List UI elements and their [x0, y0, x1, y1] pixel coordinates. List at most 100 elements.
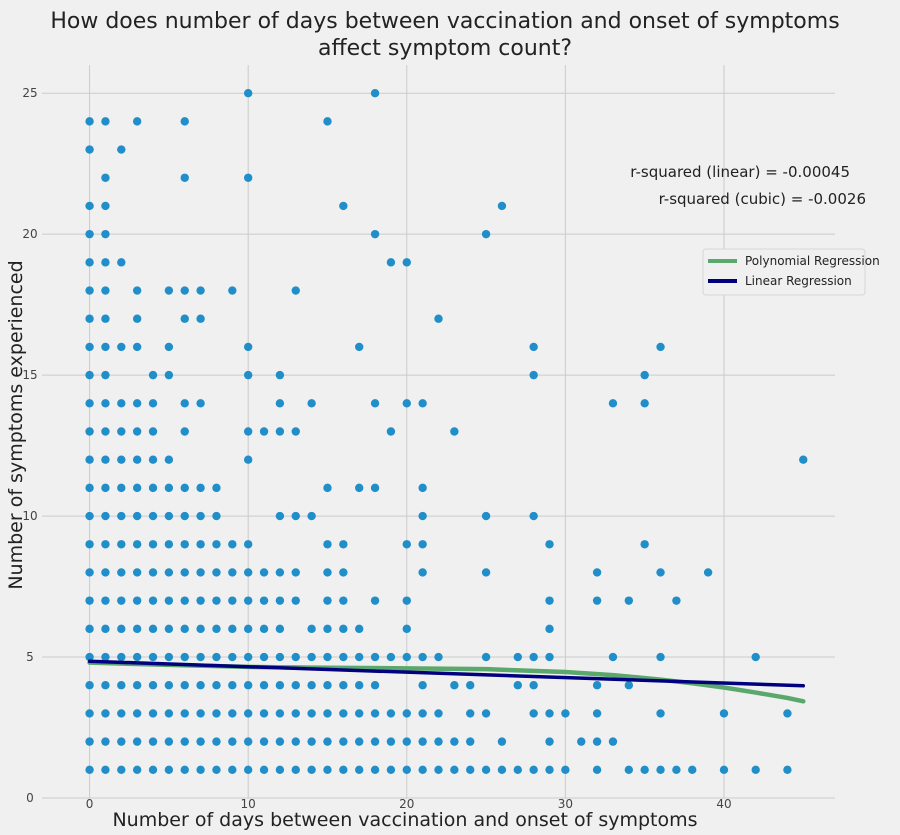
regression-lines — [87, 659, 806, 704]
data-point — [307, 737, 316, 746]
data-point — [196, 540, 205, 549]
data-point — [339, 568, 348, 577]
data-point — [132, 286, 142, 295]
data-point — [418, 483, 427, 493]
data-point — [355, 681, 364, 690]
data-point — [719, 709, 729, 718]
data-point — [307, 399, 316, 408]
data-point — [148, 399, 158, 408]
data-point — [164, 709, 174, 718]
data-point — [85, 399, 94, 408]
data-point — [402, 709, 411, 718]
data-point — [148, 568, 158, 577]
data-point — [561, 709, 570, 718]
data-point — [386, 737, 396, 746]
y-tick-label: 15 — [22, 368, 37, 382]
data-point — [450, 681, 459, 690]
data-point — [148, 370, 158, 380]
data-point — [212, 765, 221, 775]
data-point — [370, 229, 380, 239]
data-point — [386, 652, 396, 662]
data-point — [164, 483, 174, 493]
data-point — [101, 540, 110, 549]
data-point — [355, 737, 364, 746]
data-point — [180, 652, 189, 662]
data-point — [402, 765, 411, 775]
data-point — [339, 596, 348, 605]
data-point — [418, 540, 427, 549]
data-point — [85, 314, 94, 323]
data-point — [370, 399, 380, 408]
data-point — [323, 652, 332, 662]
data-point — [212, 624, 221, 634]
data-point — [291, 709, 300, 718]
data-point — [85, 624, 94, 634]
data-point — [148, 455, 158, 464]
data-point — [592, 765, 602, 775]
data-point — [783, 709, 792, 718]
data-point — [164, 511, 174, 521]
data-point — [164, 737, 174, 746]
data-point — [212, 737, 221, 746]
data-point — [132, 483, 142, 493]
data-point — [101, 681, 110, 690]
data-point — [370, 681, 380, 690]
chart-title-line-2: affect symptom count? — [318, 36, 572, 61]
data-point — [624, 596, 634, 605]
data-point — [339, 737, 348, 746]
data-point — [307, 652, 316, 662]
data-point — [275, 568, 285, 577]
data-point — [466, 709, 475, 718]
data-point — [466, 737, 475, 746]
data-point — [132, 596, 142, 605]
linear-regression-line — [87, 659, 806, 688]
data-point — [466, 681, 475, 690]
data-point — [148, 540, 158, 549]
data-point — [450, 737, 459, 746]
data-point — [688, 765, 697, 775]
data-point — [132, 652, 142, 662]
data-point — [212, 483, 221, 493]
data-point — [180, 173, 189, 182]
y-axis-label: Number of symptoms experienced — [5, 260, 27, 589]
data-point — [180, 737, 189, 746]
data-point — [164, 596, 174, 605]
data-point — [117, 709, 126, 718]
data-point — [259, 427, 269, 436]
data-point — [418, 652, 427, 662]
data-point — [243, 427, 253, 436]
data-point — [117, 342, 126, 352]
data-point — [307, 511, 316, 521]
data-point — [259, 681, 269, 690]
data-point — [402, 540, 411, 549]
data-point — [497, 737, 507, 746]
data-point — [783, 765, 792, 775]
data-point — [180, 709, 189, 718]
data-point — [228, 286, 237, 295]
data-point — [323, 737, 332, 746]
data-point — [101, 342, 110, 352]
data-point — [196, 709, 205, 718]
data-point — [545, 596, 554, 605]
data-point — [656, 568, 665, 577]
data-point — [148, 511, 158, 521]
data-point — [703, 568, 713, 577]
data-point — [592, 568, 602, 577]
y-tick-label: 0 — [26, 791, 34, 805]
data-point — [117, 737, 126, 746]
data-point — [529, 681, 538, 690]
y-tick-label: 5 — [26, 650, 34, 664]
data-point — [85, 370, 94, 380]
data-point — [117, 399, 126, 408]
data-point — [180, 624, 189, 634]
x-tick-label: 10 — [241, 797, 256, 811]
data-point — [545, 540, 554, 549]
data-point — [370, 483, 380, 493]
data-point — [386, 427, 396, 436]
data-point — [132, 399, 142, 408]
data-point — [545, 652, 554, 662]
data-point — [212, 511, 221, 521]
data-point — [481, 568, 491, 577]
data-point — [228, 568, 237, 577]
data-point — [101, 511, 110, 521]
